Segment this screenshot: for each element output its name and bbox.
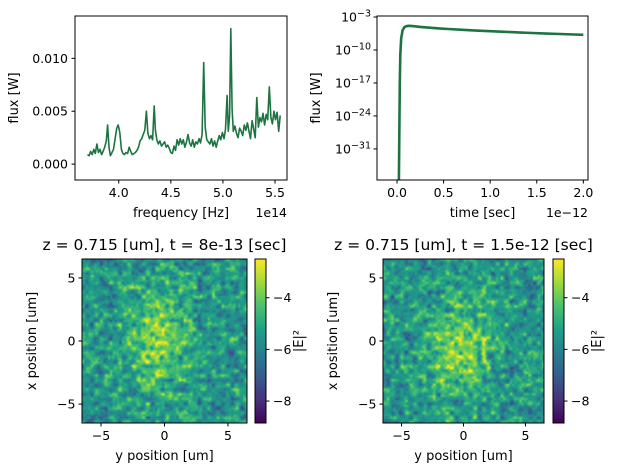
y-axis-label: x position [um] (326, 292, 341, 391)
x-tick-label: −5 (392, 428, 410, 443)
x-axis-label: y position [um] (115, 449, 214, 464)
spectrum-axes-frame (74, 15, 288, 181)
x-tick-label: 4.5 (161, 185, 181, 200)
heatmap-image-left (82, 259, 247, 423)
y-tick-label-log: 10−17 (335, 74, 371, 90)
colorbar-tick-label: −8 (571, 394, 589, 409)
x-tick-label: 0 (161, 428, 169, 443)
y-tick-label: −5 (57, 397, 75, 412)
subplot-title: z = 0.715 [um], t = 1.5e-12 [sec] (334, 236, 593, 254)
y-tick-label-log: 10−3 (341, 8, 371, 24)
x-axis-label: frequency [Hz] (133, 206, 229, 221)
x-tick-label: 4.0 (109, 185, 129, 200)
x-tick-label: 0 (460, 428, 468, 443)
colorbar-tick-label: −6 (571, 342, 589, 357)
x-tick-label: 2.0 (573, 185, 593, 200)
x-axis-label: y position [um] (414, 449, 513, 464)
colorbar-tick-label: −8 (273, 394, 291, 409)
x-tick-label: 5.0 (213, 185, 233, 200)
y-axis-label: flux [W] (309, 72, 324, 123)
colorbar-tick-label: −4 (273, 290, 291, 305)
colorbar-tick-label: −6 (273, 342, 291, 357)
x-tick-label: 0.0 (387, 185, 407, 200)
y-tick-label: 0.010 (32, 51, 68, 66)
y-axis-label: flux [W] (7, 72, 22, 123)
x-tick-label: 1.0 (480, 185, 500, 200)
x-tick-label: 5 (521, 428, 529, 443)
decay-line (397, 24, 584, 180)
x-axis-offset-label: 1e−12 (546, 205, 588, 220)
x-tick-label: 0.5 (434, 185, 454, 200)
subplot-spectrum (87, 27, 281, 157)
x-tick-label: 5.5 (265, 185, 285, 200)
spectrum-line (87, 27, 281, 157)
x-axis-label: time [sec] (450, 206, 516, 221)
subplot-decay (397, 24, 584, 180)
field-map-t15e12-axes-frame (382, 258, 545, 424)
colorbar (553, 259, 564, 423)
field-map-t8e13-axes-frame (81, 258, 248, 424)
y-tick-label-log: 10−10 (335, 41, 371, 57)
y-tick-label: 0.000 (32, 157, 68, 172)
y-axis-label: x position [um] (25, 292, 40, 391)
y-tick-label: 0 (68, 334, 76, 349)
y-tick-label: 5 (369, 270, 377, 285)
colorbar-label: |E|² (292, 330, 307, 352)
subplot-title: z = 0.715 [um], t = 8e-13 [sec] (43, 236, 287, 254)
x-tick-label: 1.5 (527, 185, 547, 200)
y-tick-label: 5 (68, 270, 76, 285)
x-tick-label: −5 (92, 428, 110, 443)
x-axis-offset-label: 1e14 (255, 205, 287, 220)
y-tick-label: 0 (369, 334, 377, 349)
colorbar (255, 259, 266, 423)
y-tick-label: 0.005 (32, 104, 68, 119)
heatmap-image-right (383, 259, 544, 423)
y-tick-label-log: 10−24 (335, 107, 371, 123)
x-tick-label: 5 (224, 428, 232, 443)
colorbar-label: |E|² (590, 330, 605, 352)
colorbar-tick-label: −4 (571, 290, 589, 305)
y-tick-label-log: 10−31 (335, 140, 371, 156)
colorbar-frame (552, 258, 565, 424)
y-tick-label: −5 (358, 397, 376, 412)
colorbar-frame (254, 258, 267, 424)
decay-axes-frame (376, 15, 589, 181)
